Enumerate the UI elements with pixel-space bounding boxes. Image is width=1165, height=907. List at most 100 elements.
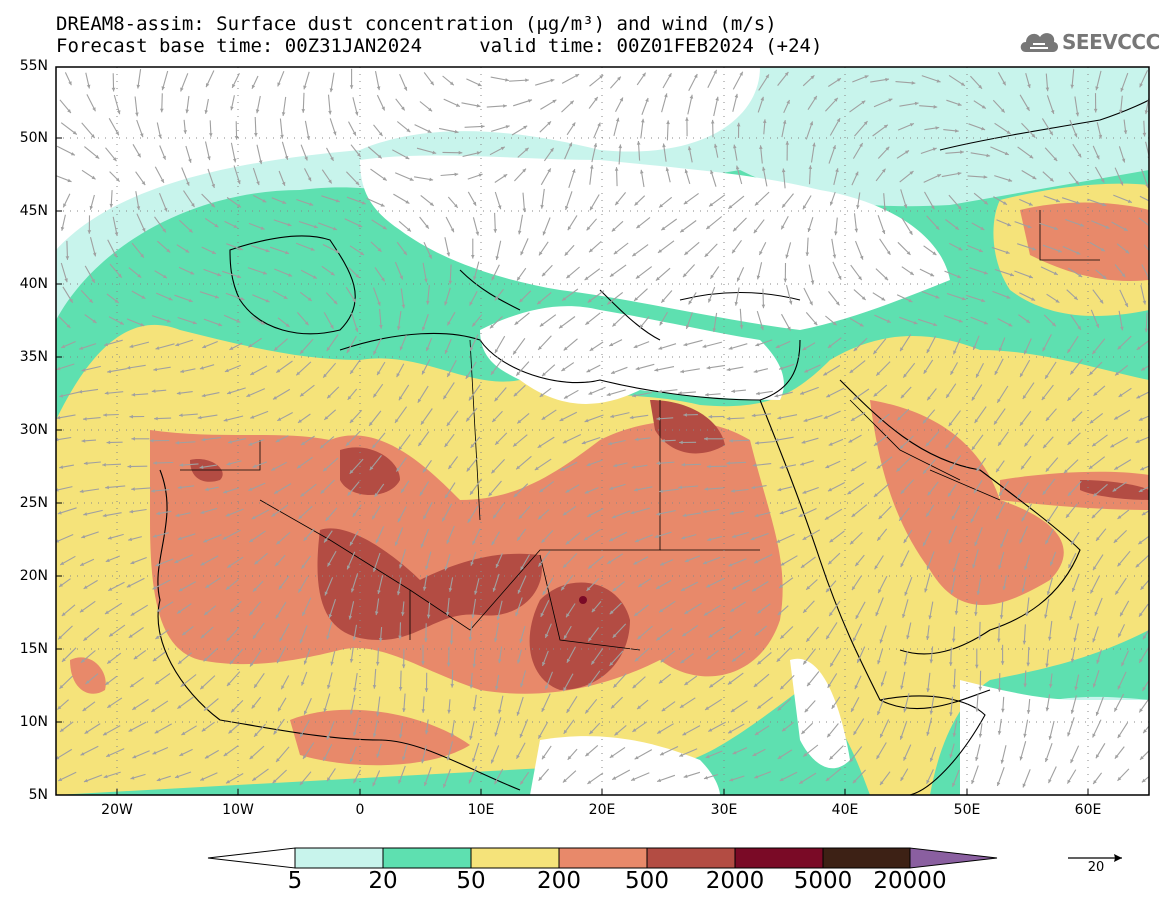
wind-arrow-head [513, 392, 518, 397]
wind-arrow-head [516, 711, 520, 716]
wind-arrow-head [933, 105, 938, 109]
wind-arrow-head [444, 349, 449, 354]
wind-arrow-head [58, 777, 63, 781]
wind-arrow-head [449, 81, 454, 86]
wind-arrow-head [105, 485, 109, 490]
wind-arrow-head [589, 347, 594, 351]
wind-arrow-head [200, 685, 205, 690]
wind-arrow-head [664, 93, 668, 98]
wind-arrow-head [854, 685, 859, 690]
wind-arrow-head [168, 297, 173, 301]
wind-arrow-head [91, 175, 96, 180]
wind-arrow-head [589, 248, 593, 253]
wind-arrow-head [683, 413, 687, 417]
wind-arrow-head [539, 322, 544, 327]
wind-arrow-head [300, 733, 304, 738]
wind-arrow-head [227, 390, 232, 395]
wind-arrow-head [911, 81, 916, 85]
wind-arrow-head [1007, 222, 1012, 227]
wind-arrow-head [900, 347, 904, 352]
wind-arrow-head [855, 562, 859, 567]
wind-arrow-head [281, 685, 285, 690]
wind-arrow-head [445, 494, 449, 499]
wind-arrow-head [639, 324, 644, 329]
wind-arrow-head [685, 324, 690, 329]
wind-arrow-head [237, 203, 241, 208]
lon-label: 30E [710, 802, 738, 818]
wind-arrow-head [56, 415, 61, 420]
wind-arrow-head [104, 391, 109, 395]
wind-arrow-head [541, 707, 545, 712]
wind-arrow-head [937, 174, 942, 178]
wind-arrow-head [140, 322, 145, 327]
wind-arrow-head [996, 515, 1000, 520]
wind-arrow-head [539, 393, 544, 397]
wind-arrow-head [913, 321, 918, 325]
wind-arrow-head [446, 422, 451, 426]
wind-arrow-head [777, 487, 782, 492]
wind-arrow-head [298, 419, 302, 423]
wind-arrow-head [681, 587, 685, 591]
wind-arrow-head [751, 413, 756, 418]
wind-arrow-head [277, 82, 281, 87]
wind-arrow-head [306, 136, 311, 140]
wind-arrow-head [330, 661, 334, 666]
wind-arrow-head [656, 461, 661, 465]
wind-arrow-head [303, 85, 307, 90]
wind-arrow-head [710, 170, 714, 175]
wind-arrow-head [377, 247, 382, 252]
wind-arrow-head [634, 657, 639, 662]
wind-arrow-head [273, 396, 277, 400]
wind-arrow-head [612, 322, 617, 327]
wind-arrow-head [154, 416, 158, 421]
wind-arrow-head [569, 100, 574, 105]
wind-arrow-head [152, 751, 157, 755]
wind-arrow-head [448, 280, 453, 285]
wind-arrow-head [349, 658, 354, 663]
wind-arrow-head [782, 203, 786, 208]
wind-arrow-head [230, 106, 234, 111]
wind-arrow-head [522, 168, 526, 173]
wind-arrow-head [760, 326, 764, 331]
wind-arrow-head [945, 444, 950, 449]
wind-arrow-head [552, 99, 557, 104]
wind-arrow-head [1070, 709, 1075, 714]
wind-arrow-head [118, 273, 122, 278]
wind-arrow-head [1089, 371, 1093, 376]
wind-arrow-head [281, 112, 286, 116]
wind-arrow-head [971, 396, 976, 401]
wind-arrow-head [374, 493, 379, 497]
wind-arrow-head [349, 469, 354, 474]
wind-arrow-head [131, 392, 136, 397]
wind-arrow-head [260, 321, 265, 325]
wind-arrow-head [271, 513, 276, 517]
wind-arrow-head [160, 178, 164, 183]
wind-arrow-head [491, 541, 495, 546]
wind-arrow-head [353, 687, 357, 692]
wind-arrow-head [1028, 274, 1033, 279]
wind-arrow-head [877, 660, 881, 665]
wind-arrow-head [900, 777, 904, 781]
wind-arrow-head [401, 106, 405, 111]
wind-arrow-head [422, 370, 426, 375]
wind-arrow-head [542, 661, 546, 666]
wind-arrow-head [832, 254, 837, 259]
wind-arrow-head [780, 685, 784, 690]
wind-arrow-head [1143, 729, 1147, 734]
wind-arrow-head [522, 208, 527, 213]
wind-arrow-head [929, 757, 934, 762]
wind-arrow-head [495, 440, 499, 445]
wind-arrow-head [801, 730, 806, 734]
wind-arrow-head [214, 295, 219, 299]
wind-arrow-head [864, 75, 869, 79]
wind-arrow-head [422, 586, 427, 591]
wind-arrow-head [1000, 759, 1005, 764]
wind-arrow-head [83, 512, 88, 516]
wind-arrow-head [1057, 249, 1062, 253]
wind-arrow-head [732, 750, 737, 755]
lon-label: 20E [588, 802, 616, 818]
wind-arrow-head [597, 122, 601, 127]
wind-arrow-head [497, 659, 502, 663]
wind-arrow-head [994, 420, 998, 425]
wind-arrow-head [1027, 224, 1032, 229]
